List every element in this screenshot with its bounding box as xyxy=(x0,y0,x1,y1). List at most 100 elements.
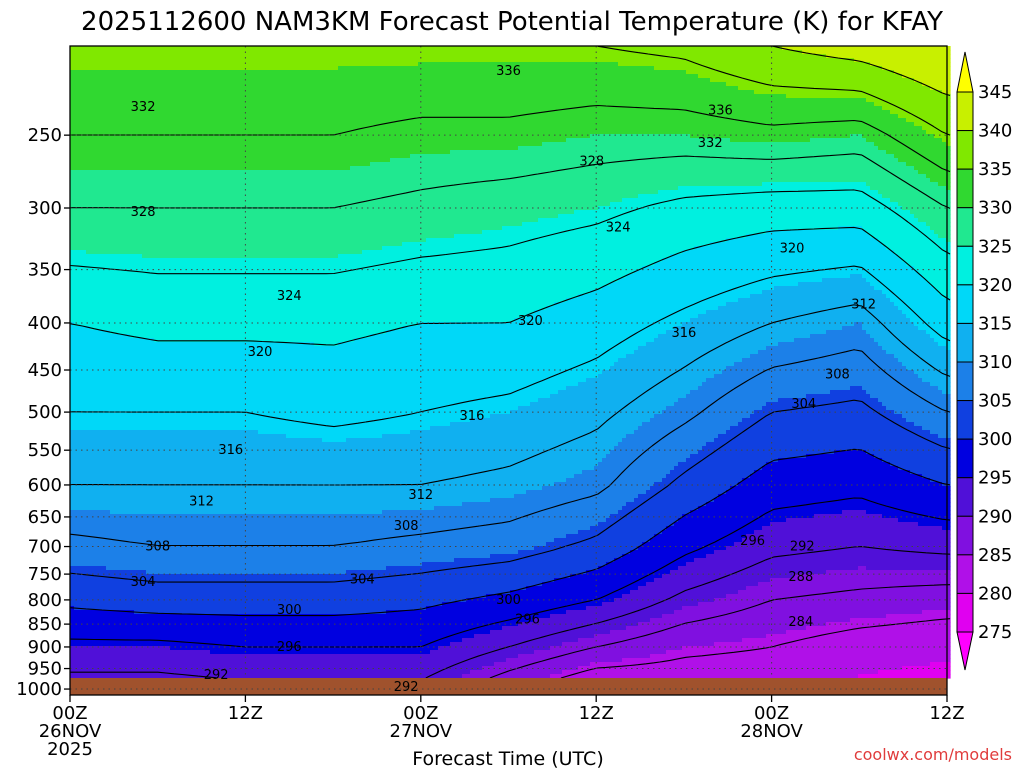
theta-cell xyxy=(154,322,159,327)
theta-cell xyxy=(98,274,103,279)
theta-cell xyxy=(98,630,103,635)
theta-cell xyxy=(162,146,167,151)
theta-cell xyxy=(90,46,95,51)
theta-cell xyxy=(86,486,91,491)
theta-cell xyxy=(74,582,79,587)
theta-cell xyxy=(78,278,83,283)
theta-cell xyxy=(154,90,159,95)
theta-cell xyxy=(186,138,191,143)
theta-cell xyxy=(182,138,187,143)
theta-cell xyxy=(78,110,83,115)
theta-cell xyxy=(166,574,171,579)
theta-cell xyxy=(170,166,175,171)
theta-cell xyxy=(150,426,155,431)
theta-cell xyxy=(142,602,147,607)
theta-cell xyxy=(86,114,91,119)
theta-cell xyxy=(74,154,79,159)
theta-cell xyxy=(82,470,87,475)
theta-cell xyxy=(98,386,103,391)
theta-cell xyxy=(102,306,107,311)
theta-cell xyxy=(150,118,155,123)
theta-cell xyxy=(82,274,87,279)
theta-cell xyxy=(142,382,147,387)
theta-cell xyxy=(126,362,131,367)
theta-cell xyxy=(90,354,95,359)
theta-cell xyxy=(86,314,91,319)
theta-cell xyxy=(190,522,195,527)
theta-cell xyxy=(78,254,83,259)
theta-cell xyxy=(190,650,195,655)
theta-cell xyxy=(190,302,195,307)
theta-cell xyxy=(138,122,143,127)
theta-cell xyxy=(158,318,163,323)
theta-cell xyxy=(178,566,183,571)
theta-cell xyxy=(190,526,195,531)
theta-cell xyxy=(118,242,123,247)
theta-cell xyxy=(126,438,131,443)
theta-cell xyxy=(90,158,95,163)
theta-cell xyxy=(174,222,179,227)
theta-cell xyxy=(86,542,91,547)
theta-cell xyxy=(90,650,95,655)
theta-cell xyxy=(158,90,163,95)
theta-cell xyxy=(98,138,103,143)
theta-cell xyxy=(114,530,119,535)
theta-cell xyxy=(86,502,91,507)
theta-cell xyxy=(70,162,75,167)
theta-cell xyxy=(86,70,91,75)
theta-cell xyxy=(174,426,179,431)
theta-cell xyxy=(70,218,75,223)
theta-cell xyxy=(74,650,79,655)
theta-cell xyxy=(166,450,171,455)
theta-cell xyxy=(94,558,99,563)
theta-cell xyxy=(110,654,115,659)
theta-cell xyxy=(106,122,111,127)
theta-cell xyxy=(130,474,135,479)
theta-cell xyxy=(74,462,79,467)
theta-cell xyxy=(186,418,191,423)
theta-cell xyxy=(98,618,103,623)
theta-cell xyxy=(86,158,91,163)
theta-cell xyxy=(154,606,159,611)
theta-cell xyxy=(154,666,159,671)
theta-cell xyxy=(166,326,171,331)
theta-cell xyxy=(146,190,151,195)
theta-cell xyxy=(118,82,123,87)
theta-cell xyxy=(122,382,127,387)
theta-cell xyxy=(90,254,95,259)
theta-cell xyxy=(190,442,195,447)
theta-cell xyxy=(94,214,99,219)
theta-cell xyxy=(170,586,175,591)
theta-cell xyxy=(138,538,143,543)
theta-cell xyxy=(130,462,135,467)
theta-cell xyxy=(162,402,167,407)
theta-cell xyxy=(146,58,151,63)
theta-cell xyxy=(74,274,79,279)
theta-cell xyxy=(154,286,159,291)
theta-cell xyxy=(106,618,111,623)
theta-cell xyxy=(162,166,167,171)
theta-cell xyxy=(130,78,135,83)
theta-cell xyxy=(98,86,103,91)
theta-cell xyxy=(106,114,111,119)
theta-cell xyxy=(78,454,83,459)
theta-cell xyxy=(86,66,91,71)
theta-cell xyxy=(170,278,175,283)
theta-cell xyxy=(114,302,119,307)
theta-cell xyxy=(186,178,191,183)
theta-cell xyxy=(190,398,195,403)
theta-cell xyxy=(178,254,183,259)
theta-cell xyxy=(114,406,119,411)
theta-cell xyxy=(118,50,123,55)
theta-cell xyxy=(182,378,187,383)
theta-cell xyxy=(106,430,111,435)
theta-cell xyxy=(170,350,175,355)
theta-cell xyxy=(86,298,91,303)
theta-cell xyxy=(158,282,163,287)
theta-cell xyxy=(78,502,83,507)
theta-cell xyxy=(166,74,171,79)
theta-cell xyxy=(138,554,143,559)
theta-cell xyxy=(130,490,135,495)
theta-cell xyxy=(190,478,195,483)
theta-cell xyxy=(78,354,83,359)
